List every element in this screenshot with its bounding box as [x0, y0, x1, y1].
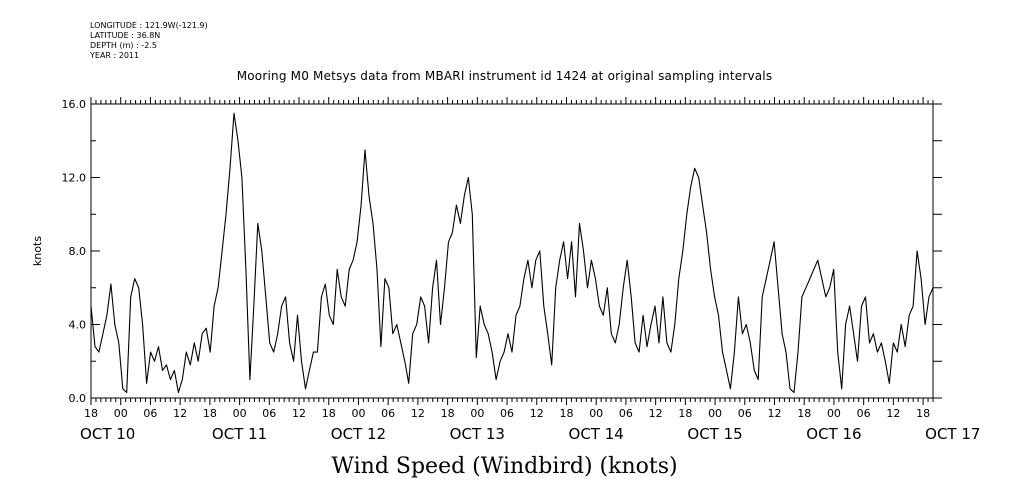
- x-hour-label: 12: [292, 407, 306, 420]
- x-hour-label: 00: [708, 407, 722, 420]
- x-hour-label: 18: [678, 407, 692, 420]
- x-hour-label: 12: [886, 407, 900, 420]
- y-tick-label: 0.0: [69, 392, 87, 405]
- x-hour-label: 06: [143, 407, 157, 420]
- x-day-label: OCT 14: [569, 425, 624, 443]
- x-hour-label: 12: [530, 407, 544, 420]
- chart-title: Mooring M0 Metsys data from MBARI instru…: [236, 69, 773, 83]
- plot-frame: [90, 103, 934, 399]
- latitude-label: LATITUDE : 36.8N: [90, 31, 161, 40]
- x-hour-label: 06: [500, 407, 514, 420]
- x-axis-title: Wind Speed (Windbird) (knots): [331, 454, 678, 479]
- y-tick-label: 12.0: [62, 172, 87, 185]
- x-day-label: OCT 16: [806, 425, 861, 443]
- x-hour-label: 00: [114, 407, 128, 420]
- x-hour-label: 06: [857, 407, 871, 420]
- x-hour-label: 18: [441, 407, 455, 420]
- y-axis-title: knots: [31, 236, 44, 266]
- x-hour-label: 00: [233, 407, 247, 420]
- x-hour-label: 00: [827, 407, 841, 420]
- y-tick-label: 16.0: [62, 98, 87, 111]
- depth-label: DEPTH (m) : -2.5: [90, 41, 157, 50]
- x-hour-label: 06: [619, 407, 633, 420]
- x-day-label: OCT 17: [925, 425, 980, 443]
- station-metadata: LONGITUDE : 121.9W(-121.9) LATITUDE : 36…: [90, 21, 208, 61]
- x-hour-label: 00: [351, 407, 365, 420]
- x-day-label: OCT 15: [687, 425, 742, 443]
- x-hour-label: 18: [203, 407, 217, 420]
- x-hour-label: 12: [173, 407, 187, 420]
- year-label: YEAR : 2011: [90, 51, 140, 60]
- y-tick-label: 8.0: [69, 245, 87, 258]
- x-day-label: OCT 11: [212, 425, 267, 443]
- x-hour-label: 06: [381, 407, 395, 420]
- x-hour-label: 18: [916, 407, 930, 420]
- x-hour-label: 12: [649, 407, 663, 420]
- x-hour-label: 06: [738, 407, 752, 420]
- x-day-label: OCT 13: [450, 425, 505, 443]
- x-hour-label: 18: [797, 407, 811, 420]
- x-hour-label: 18: [84, 407, 98, 420]
- x-hour-label: 12: [411, 407, 425, 420]
- x-hour-label: 12: [768, 407, 782, 420]
- x-hour-label: 18: [322, 407, 336, 420]
- x-day-label: OCT 10: [80, 425, 135, 443]
- longitude-label: LONGITUDE : 121.9W(-121.9): [90, 21, 208, 30]
- x-hour-label: 00: [470, 407, 484, 420]
- y-tick-label: 4.0: [69, 319, 87, 332]
- x-hour-label: 06: [262, 407, 276, 420]
- x-day-label: OCT 12: [331, 425, 386, 443]
- x-hour-label: 18: [559, 407, 573, 420]
- x-hour-label: 00: [589, 407, 603, 420]
- wind-speed-line: [90, 112, 934, 394]
